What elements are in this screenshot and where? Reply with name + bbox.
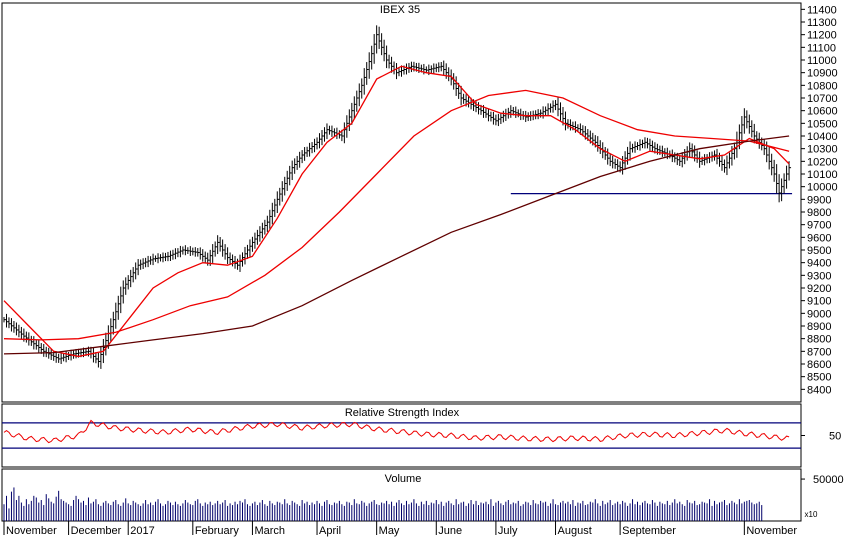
x-tick-label: August [558,525,592,537]
y-tick-label: 10600 [807,106,838,118]
x-tick-label: December [71,525,122,537]
y-tick-label: 9400 [807,258,831,270]
y-tick-label: 9100 [807,296,831,308]
volume-bars [3,487,763,521]
y-tick-label: 10800 [807,80,838,92]
y-tick-label: 10300 [807,144,838,156]
rsi-line [3,419,790,444]
x-tick-label: April [319,525,341,537]
axis-labels: 8400850086008700880089009000910092009300… [3,4,844,537]
x-tick-label: March [254,525,285,537]
y-tick-label: 10200 [807,156,838,168]
x-tick-label: February [195,525,240,537]
y-tick-label: 9500 [807,245,831,257]
y-tick-label: 10400 [807,131,838,143]
y-tick-label: 9900 [807,194,831,206]
x-tick-label: May [379,525,400,537]
x-tick-label: November [746,525,797,537]
panel-frames [1,2,802,522]
volume-chart-title: Volume [385,473,422,485]
rsi-chart-title: Relative Strength Index [345,407,460,419]
series-lines [3,65,790,358]
y-tick-label: 10100 [807,169,838,181]
y-tick-label: 8900 [807,321,831,333]
y-tick-label: 10500 [807,118,838,130]
y-tick-label: 11400 [807,4,837,16]
rsi-panel [3,419,790,444]
medium-moving-average-line [3,89,790,341]
x-tick-label: November [6,525,57,537]
price-panel-frame [1,2,802,403]
volume-multiplier-label: x10 [805,510,818,519]
y-tick-label: 11300 [807,17,837,29]
y-tick-label: 9000 [807,308,831,320]
y-tick-label: 9600 [807,232,831,244]
y-tick-label: 9300 [807,270,831,282]
long-moving-average-line [3,135,790,355]
price-bars [3,25,792,369]
y-tick-label: 10000 [807,182,838,194]
price-chart-title: IBEX 35 [380,4,420,16]
y-tick-label: 8500 [807,372,831,384]
y-tick-label: 9200 [807,283,831,295]
y-tick-label: 10700 [807,93,838,105]
y-tick-label: 8600 [807,359,831,371]
x-tick-label: June [438,525,462,537]
y-tick-label: 8400 [807,384,831,396]
y-tick-label: 8800 [807,334,831,346]
x-tick-label: July [498,525,518,537]
short-moving-average-line [3,65,790,358]
y-tick-label: 9700 [807,220,831,232]
reference-lines [2,193,801,449]
y-tick-label: 8700 [807,346,831,358]
x-tick-label: September [622,525,676,537]
y-tick-label: 10900 [807,68,838,80]
y-tick-label: 11200 [807,30,837,42]
y-tick-label: 11100 [807,42,836,54]
volume-tick-label: 50000 [813,474,844,486]
y-tick-label: 9800 [807,207,831,219]
y-tick-label: 11000 [807,55,837,67]
rsi-tick-label: 50 [829,431,841,443]
x-tick-label: 2017 [130,525,154,537]
